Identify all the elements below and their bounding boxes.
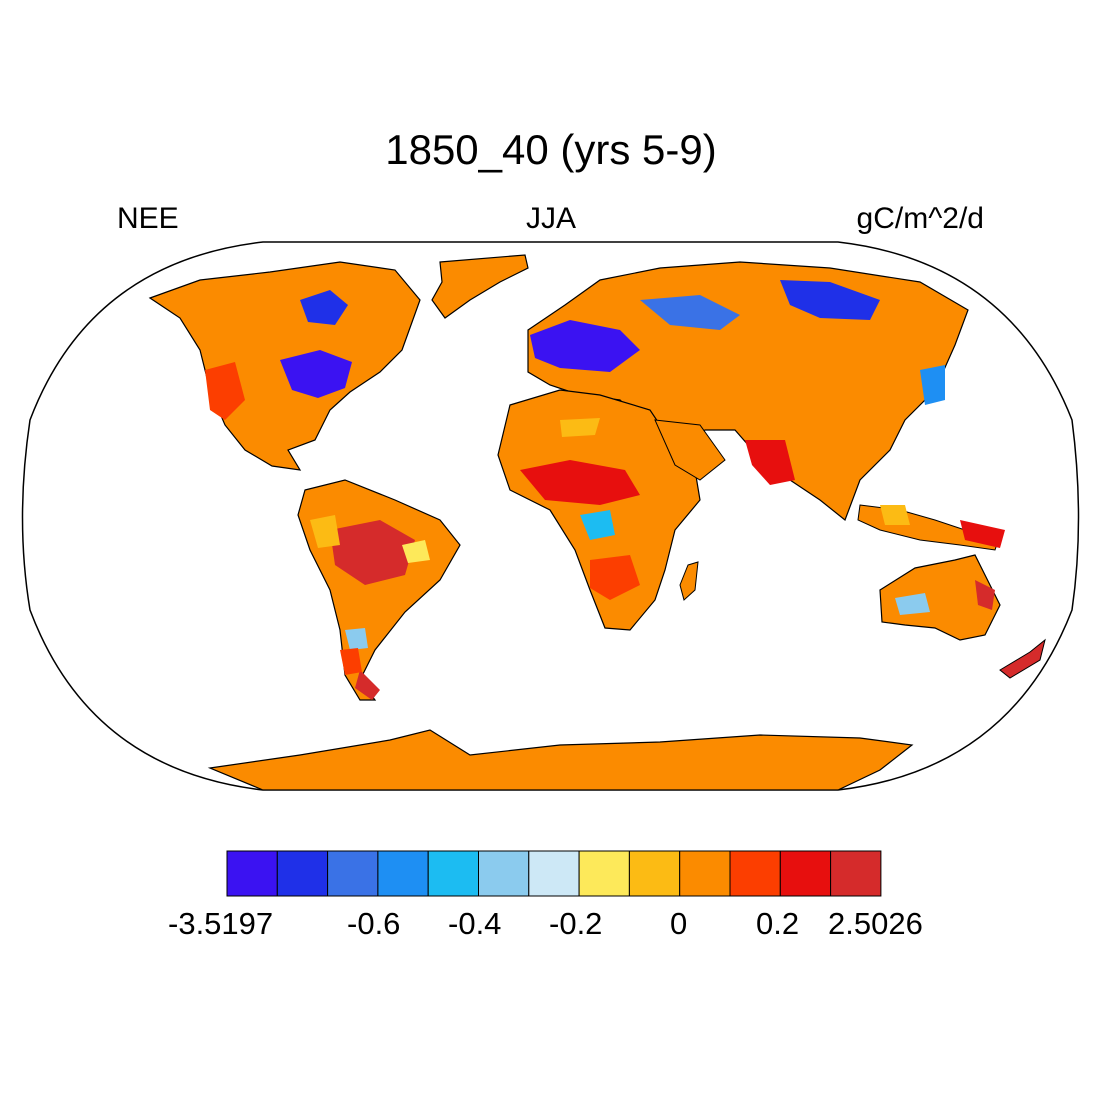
colorbar-box <box>578 850 630 897</box>
colorbar-box <box>679 850 731 897</box>
colorbar-box <box>830 850 882 897</box>
colorbar-tick-label: 0 <box>670 906 688 941</box>
positive-nee-patches <box>205 362 1005 700</box>
colorbar-box <box>427 850 480 897</box>
colorbar-box <box>528 850 580 897</box>
colorbar-tick-label: -0.2 <box>549 906 603 941</box>
season-label: JJA <box>525 202 576 235</box>
colorbar-tick-label: 2.5026 <box>828 906 923 941</box>
colorbar-tick-label: 0.2 <box>756 906 800 941</box>
colorbar-tick-label: -3.5197 <box>168 906 274 941</box>
units-label: gC/m^2/d <box>856 202 984 235</box>
plot-title: 1850_40 (yrs 5-9) <box>385 126 717 173</box>
colorbar-box <box>478 850 530 897</box>
land-antarctica <box>207 729 914 790</box>
colorbar-box <box>327 850 379 897</box>
land-greenland <box>431 254 529 319</box>
colorbar-box <box>226 850 278 897</box>
colorbar-box <box>276 850 329 897</box>
land-arabia <box>654 419 726 481</box>
colorbar-box <box>628 850 681 897</box>
colorbar-tick-label: -0.4 <box>448 906 502 941</box>
colorbar-box <box>377 850 429 897</box>
negative-nee-patches <box>280 280 945 650</box>
land-madagascar <box>679 561 699 601</box>
colorbar-tick-label: -0.6 <box>347 906 401 941</box>
colorbar-box <box>729 850 781 897</box>
land-africa <box>497 389 701 631</box>
colorbar-box <box>779 850 832 897</box>
near-zero-patches <box>310 418 910 563</box>
land-new-zealand <box>999 638 1046 679</box>
land-australia <box>879 554 1001 641</box>
variable-label: NEE <box>117 202 179 235</box>
